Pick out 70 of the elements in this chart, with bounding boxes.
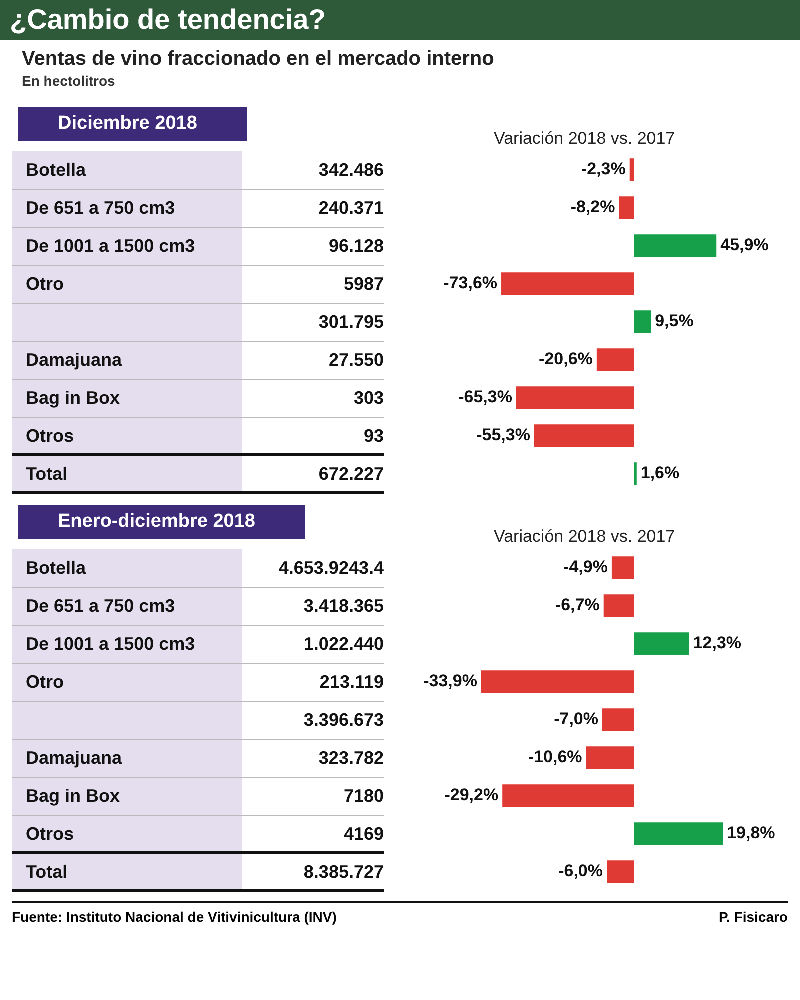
- data-label: -33,9%: [424, 672, 478, 691]
- data-label: 19,8%: [727, 824, 776, 843]
- data-label: -2,3%: [581, 160, 626, 179]
- data-label: 1,6%: [640, 464, 680, 483]
- y-tick-label: Total: [25, 860, 69, 884]
- y-tick-label: Otro: [25, 272, 65, 296]
- data-label: 8.385.727: [302, 860, 384, 884]
- source-note: Fuente: Instituto Nacional de Vitivinicultura (INV): [12, 909, 337, 925]
- data-label: -55,3%: [476, 426, 530, 445]
- data-label: 303: [352, 386, 384, 410]
- text: Ventas de vino fraccionado en el mercado interno: [21, 47, 496, 71]
- bar: [619, 196, 634, 220]
- y-tick-label: Otros: [25, 424, 76, 448]
- text: Enero-diciembre 2018: [18, 505, 306, 539]
- text: Diciembre 2018: [18, 107, 248, 141]
- bar: [634, 462, 637, 486]
- data-label: 672.227: [318, 462, 384, 486]
- y-tick-label: Bag in Box: [25, 784, 122, 808]
- bar: [596, 348, 634, 372]
- data-label: -4,9%: [564, 558, 608, 577]
- data-label: -29,2%: [444, 786, 499, 805]
- y-tick-label: Total: [25, 462, 69, 486]
- y-tick-label: De 1001 a 1500 cm3: [25, 234, 196, 258]
- y-tick-label: De 1001 a 1500 cm3: [25, 632, 196, 656]
- x-axis-title: Variación 2018 vs. 2017: [493, 526, 676, 548]
- data-label: 301.795: [318, 310, 384, 334]
- data-label: 342.486: [318, 158, 384, 182]
- bar: [534, 424, 634, 448]
- data-label: 4169: [342, 822, 384, 846]
- text: P. Fisicaro: [718, 909, 788, 925]
- data-label: -7,0%: [554, 710, 598, 729]
- data-label: 323.782: [318, 746, 384, 770]
- data-label: -6,0%: [558, 862, 603, 881]
- data-label: 27.550: [328, 348, 384, 372]
- data-label: 12,3%: [693, 634, 742, 653]
- y-tick-label: Damajuana: [25, 348, 124, 372]
- data-label: -8,2%: [570, 198, 616, 217]
- data-label: 7180: [342, 784, 384, 808]
- data-label: 3.418.365: [302, 594, 384, 618]
- data-label: -73,6%: [444, 274, 498, 293]
- bar: [502, 272, 634, 296]
- y-tick-label: Botella: [25, 556, 88, 580]
- data-label: 45,9%: [720, 236, 769, 255]
- bar: [634, 234, 717, 258]
- data-label: 240.371: [318, 196, 384, 220]
- y-tick-label: De 651 a 750 cm3: [25, 196, 176, 220]
- y-tick-label: Botella: [25, 158, 88, 182]
- data-label: 93: [362, 424, 384, 448]
- data-label: 213.119: [318, 670, 384, 694]
- data-label: 96.128: [328, 234, 384, 258]
- data-label: -6,7%: [555, 596, 600, 615]
- data-label: -65,3%: [458, 388, 512, 407]
- data-label: 3.396.673: [302, 708, 384, 732]
- text: En hectolitros: [21, 72, 116, 91]
- y-tick-label: Otros: [25, 822, 76, 846]
- y-tick-label: Bag in Box: [25, 386, 122, 410]
- data-label: 5987: [342, 272, 384, 296]
- data-label: -20,6%: [539, 350, 593, 369]
- data-label: 1.022.440: [302, 632, 384, 656]
- bar: [634, 310, 652, 334]
- bar: [516, 386, 634, 410]
- data-label: 9,5%: [655, 312, 694, 331]
- y-tick-label: Otro: [25, 670, 65, 694]
- text: ¿Cambio de tendencia?: [0, 0, 800, 40]
- data-label: -10,6%: [528, 748, 582, 767]
- bar: [630, 158, 634, 182]
- x-axis-title: Variación 2018 vs. 2017: [493, 128, 676, 150]
- y-tick-label: De 651 a 750 cm3: [25, 594, 176, 618]
- data-label: 4.653.9243.4: [278, 556, 384, 580]
- y-tick-label: Damajuana: [25, 746, 124, 770]
